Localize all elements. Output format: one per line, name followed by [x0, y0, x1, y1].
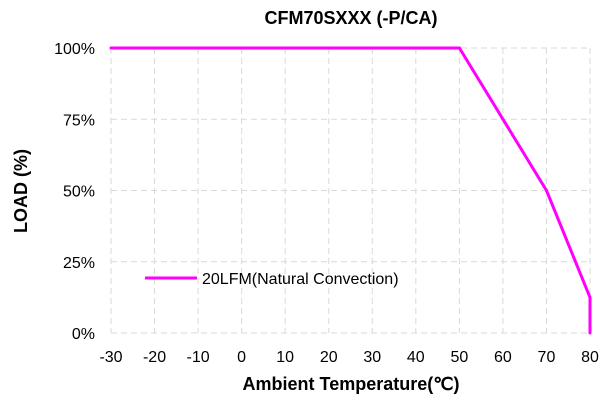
x-tick-label: 80 — [581, 349, 599, 366]
y-tick-label: 25% — [63, 255, 95, 272]
x-tick-label: -30 — [99, 349, 122, 366]
data-point — [109, 46, 113, 50]
x-tick-label: -10 — [187, 349, 210, 366]
data-point — [457, 46, 461, 50]
x-tick-label: 0 — [237, 349, 246, 366]
x-tick-label: 70 — [538, 349, 556, 366]
y-axis-label: LOAD (%) — [11, 149, 31, 233]
y-tick-label: 75% — [63, 112, 95, 129]
x-tick-label: 60 — [494, 349, 512, 366]
x-tick-label: 10 — [276, 349, 294, 366]
series-layer — [109, 46, 592, 335]
y-tick-label: 50% — [63, 184, 95, 201]
legend: 20LFM(Natural Convection) — [145, 271, 399, 288]
data-point — [588, 331, 592, 335]
x-tick-label: 20 — [320, 349, 338, 366]
x-tick-labels: -30 -20 -10 0 10 20 30 40 50 60 70 80 — [99, 349, 599, 366]
y-tick-label: 100% — [54, 41, 95, 58]
data-point — [588, 295, 592, 299]
y-tick-label: 0% — [72, 326, 95, 343]
y-tick-labels: 0% 25% 50% 75% 100% — [54, 41, 95, 343]
chart-title: CFM70SXXX (-P/CA) — [264, 8, 437, 28]
x-axis-label: Ambient Temperature(℃) — [243, 374, 460, 394]
data-point — [545, 189, 548, 192]
grid-lines — [110, 47, 591, 334]
x-tick-label: 50 — [450, 349, 468, 366]
x-tick-label: 40 — [407, 349, 425, 366]
x-tick-label: -20 — [143, 349, 166, 366]
legend-label-series-1: 20LFM(Natural Convection) — [202, 271, 399, 288]
x-tick-label: 30 — [363, 349, 381, 366]
